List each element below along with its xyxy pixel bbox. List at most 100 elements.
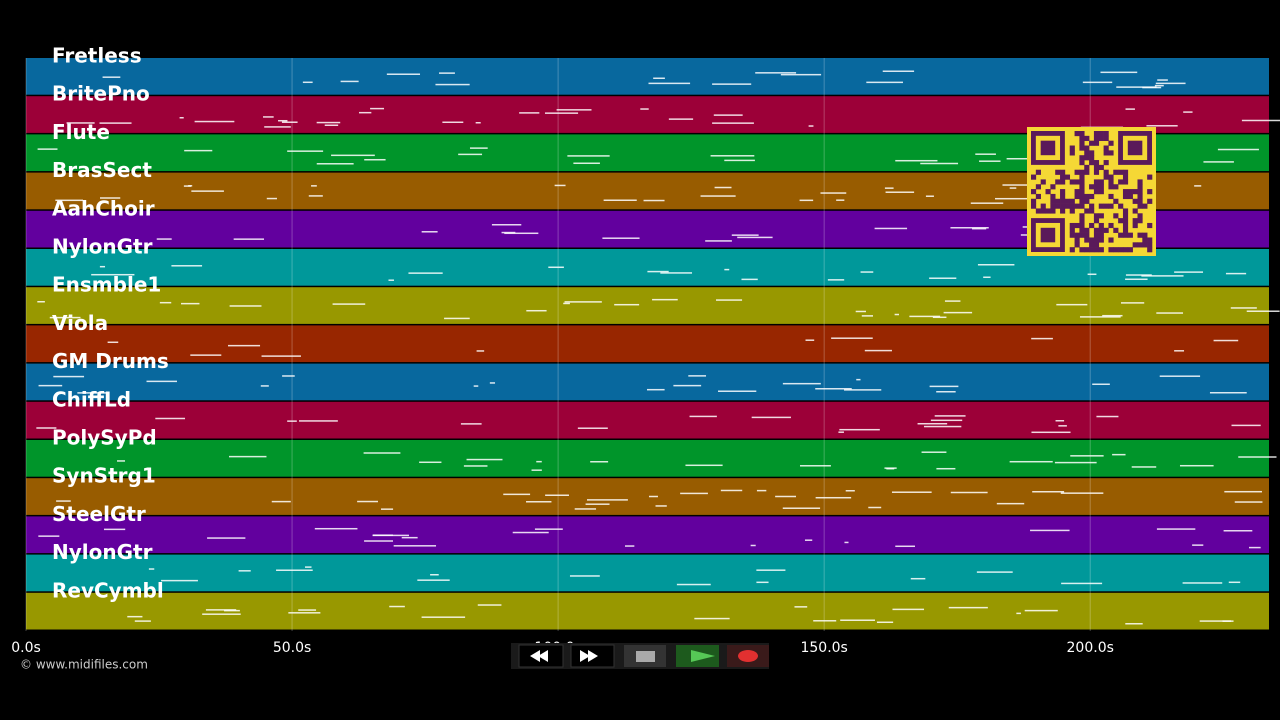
qr-module — [1098, 232, 1104, 238]
note — [874, 227, 908, 230]
note — [668, 118, 694, 120]
note — [712, 122, 754, 124]
note — [936, 390, 956, 393]
track-band — [26, 58, 1269, 95]
qr-module — [1079, 227, 1085, 233]
track-name: NylonGtr — [52, 540, 153, 564]
note — [155, 417, 186, 420]
note — [66, 122, 95, 124]
qr-finder — [1040, 227, 1056, 243]
qr-module — [1060, 198, 1066, 204]
qr-module — [1108, 140, 1114, 146]
note — [1079, 316, 1121, 318]
note — [934, 415, 966, 417]
rewind-button[interactable] — [518, 644, 564, 668]
note — [1061, 582, 1103, 585]
qr-module — [1108, 247, 1114, 253]
qr-module — [1031, 189, 1037, 195]
qr-module — [1074, 189, 1080, 195]
qr-module — [1089, 193, 1095, 200]
note — [1174, 271, 1204, 273]
qr-module — [1147, 222, 1153, 229]
qr-module — [1055, 179, 1061, 185]
qr-module — [1137, 232, 1143, 238]
note — [1009, 460, 1053, 463]
qr-finder — [1127, 140, 1143, 156]
stop-button[interactable] — [624, 645, 666, 667]
note — [554, 184, 566, 187]
qr-module — [1079, 213, 1085, 219]
qr-module — [1079, 131, 1085, 137]
qr-module — [1108, 193, 1114, 200]
qr-module — [1079, 145, 1085, 151]
record-button[interactable] — [727, 645, 769, 667]
note — [782, 507, 821, 509]
note — [314, 527, 358, 530]
note — [49, 316, 81, 319]
qr-module — [1118, 179, 1124, 185]
note — [713, 114, 743, 116]
note — [288, 612, 321, 614]
note — [1006, 157, 1040, 160]
qr-module — [1122, 218, 1129, 224]
note — [756, 489, 767, 492]
x-tick-label: 150.0s — [800, 640, 847, 656]
qr-module — [1079, 198, 1085, 204]
qr-module — [1118, 203, 1124, 209]
qr-module — [1060, 189, 1066, 195]
track-band — [26, 592, 1269, 630]
note — [756, 581, 769, 584]
note — [389, 605, 405, 608]
note — [1054, 461, 1097, 464]
note — [891, 491, 932, 493]
qr-module — [1069, 227, 1075, 233]
qr-module — [1079, 155, 1085, 161]
note — [302, 81, 313, 84]
note — [298, 609, 317, 611]
note — [393, 545, 437, 547]
note — [647, 270, 669, 273]
qr-module — [1137, 179, 1143, 185]
qr-module — [1060, 174, 1066, 180]
note — [705, 240, 732, 242]
track-name: GM Drums — [52, 349, 169, 373]
qr-module — [1137, 203, 1143, 209]
note — [750, 544, 756, 547]
note — [77, 392, 107, 394]
note — [364, 158, 386, 161]
qr-module — [1098, 247, 1104, 253]
qr-module — [1098, 164, 1104, 171]
qr-module — [1132, 222, 1138, 229]
play-button[interactable] — [676, 645, 719, 667]
qr-module — [1084, 155, 1090, 161]
track-name: Ensmble1 — [52, 273, 161, 297]
qr-module — [1147, 247, 1153, 253]
note — [936, 467, 956, 470]
note — [741, 278, 758, 281]
note — [556, 109, 592, 111]
qr-module — [1103, 169, 1109, 175]
note — [724, 268, 730, 271]
note — [1203, 161, 1234, 163]
note — [1056, 303, 1088, 306]
note — [567, 155, 610, 157]
qr-module — [1093, 184, 1100, 190]
qr-module — [1108, 222, 1114, 229]
note — [574, 508, 597, 510]
note — [435, 83, 470, 86]
note — [534, 528, 563, 530]
note — [458, 153, 483, 156]
note — [103, 528, 126, 531]
note — [923, 425, 962, 428]
qr-module — [1074, 222, 1080, 229]
note — [473, 385, 479, 387]
track-name: SynStrg1 — [52, 464, 156, 488]
track-name: NylonGtr — [52, 235, 153, 259]
note — [340, 80, 359, 83]
note — [287, 150, 324, 152]
note — [716, 299, 743, 301]
qr-module — [1089, 155, 1095, 161]
qr-module — [1074, 169, 1080, 175]
forward-button[interactable] — [570, 644, 615, 668]
note — [1141, 275, 1184, 277]
